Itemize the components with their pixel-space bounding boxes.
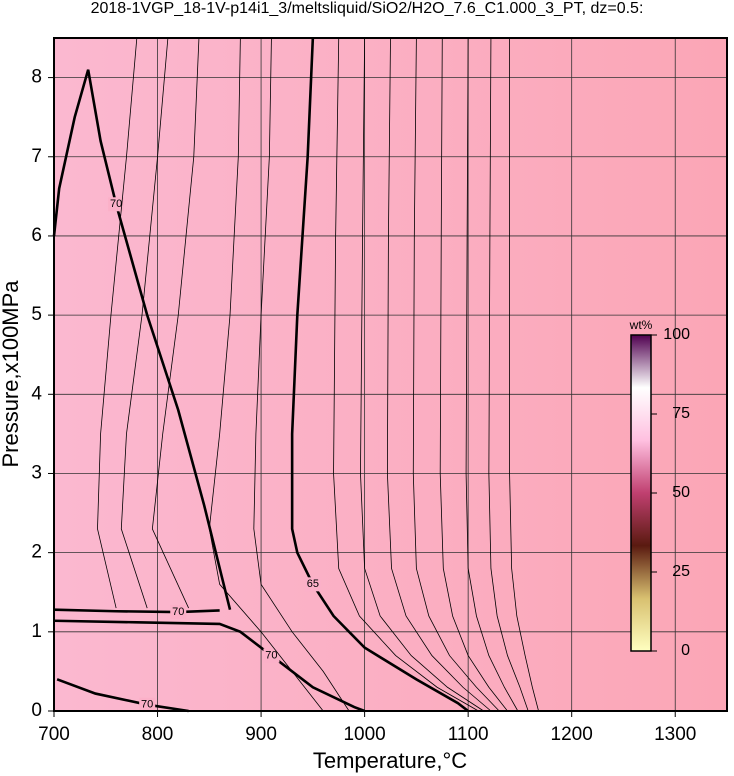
contour-line	[53, 619, 366, 713]
y-axis-label: Pressure,x100MPa	[0, 280, 23, 468]
x-tick-label: 900	[245, 724, 277, 745]
y-tick-label: 4	[31, 383, 42, 404]
y-tick-label: 7	[31, 146, 42, 167]
y-tick-label: 6	[31, 225, 42, 246]
contour-line	[97, 37, 138, 609]
contour-line	[208, 37, 324, 712]
plot-frame	[53, 37, 728, 712]
contour-line	[56, 678, 189, 713]
contour-line	[151, 37, 200, 609]
contour-label-bg	[108, 197, 125, 212]
contour-line	[120, 37, 169, 609]
colorbar	[630, 334, 652, 652]
contour-label: 70	[172, 606, 184, 618]
colorbar-label: wt%	[629, 318, 653, 332]
x-tick-label: 1200	[551, 724, 593, 745]
colorbar-tick-label: 100	[663, 326, 690, 343]
contour-label-bg	[304, 577, 321, 592]
x-tick-label: 1100	[448, 724, 489, 745]
colorbar-tick-label: 50	[672, 484, 690, 501]
contour-label: 65	[307, 578, 319, 590]
contour-line	[333, 37, 479, 712]
y-tick-label: 0	[31, 700, 42, 721]
contour-line	[488, 37, 529, 712]
contour-line	[53, 608, 220, 614]
colorbar-tick-label: 25	[672, 563, 690, 580]
x-tick-label: 700	[38, 724, 70, 745]
contour-label-bg	[139, 697, 156, 712]
contour-line	[290, 37, 469, 713]
contour-label: 70	[141, 699, 153, 711]
chart-title: 2018-1VGP_18-1V-p14i1_3/meltsliquid/SiO2…	[91, 0, 644, 17]
x-tick-label: 1000	[343, 724, 385, 745]
y-tick-label: 8	[31, 67, 42, 88]
contour-line	[253, 37, 350, 712]
contour-line	[465, 37, 519, 712]
x-axis-label: Temperature,°C	[313, 748, 467, 773]
contour-line	[412, 37, 500, 712]
contour-line	[439, 37, 508, 712]
contour-label: 70	[265, 649, 277, 661]
y-tick-label: 2	[31, 542, 42, 563]
y-tick-label: 3	[31, 462, 42, 483]
x-tick-label: 1300	[654, 724, 696, 745]
contour-line	[360, 37, 484, 712]
contour-label-bg	[170, 605, 187, 620]
contour-line	[509, 38, 539, 712]
colorbar-tick-label: 0	[681, 642, 690, 659]
contour-label-bg	[263, 648, 280, 663]
x-tick-label: 800	[142, 724, 174, 745]
contour-line	[386, 37, 492, 712]
y-tick-label: 1	[31, 621, 42, 642]
plot-background	[54, 38, 727, 711]
contour-label: 70	[110, 198, 122, 210]
colorbar-tick-label: 75	[672, 405, 690, 422]
y-tick-label: 5	[31, 304, 42, 325]
